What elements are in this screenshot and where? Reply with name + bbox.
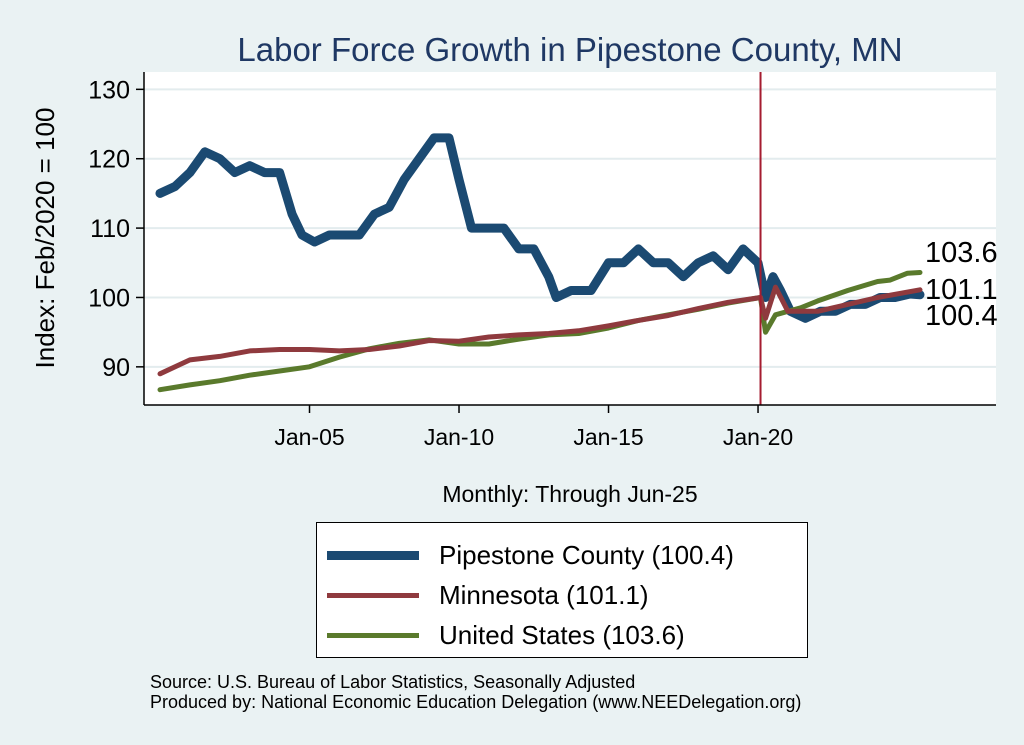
x-tick-label: Jan-15 [573,424,643,450]
legend-swatch-pipestone [327,550,419,560]
end-label: 100.4 [925,300,998,332]
y-tick-label: 110 [90,215,130,243]
x-tick-label: Jan-20 [723,424,793,450]
y-axis-ticks: 90 100 110 120 130 [88,76,144,382]
producer-line: Produced by: National Economic Education… [150,692,802,712]
legend-swatch-minnesota [327,592,419,598]
source-line: Source: U.S. Bureau of Labor Statistics,… [150,672,636,692]
y-axis-label: Index: Feb/2020 = 100 [30,108,60,369]
x-axis-ticks: Jan-05 Jan-10 Jan-15 Jan-20 [274,405,793,450]
series-layer [155,72,925,405]
plot-area [144,72,996,405]
end-label: 103.6 [925,237,998,269]
series-line-minnesota [157,284,923,377]
chart-title: Labor Force Growth in Pipestone County, … [237,31,902,68]
y-tick-label: 100 [88,284,130,312]
x-tick-label: Jan-10 [424,424,494,450]
end-label: 101.1 [925,274,998,306]
legend-item-united-states: United States (103.6) [327,615,685,655]
legend-label-pipestone: Pipestone County (100.4) [439,539,734,570]
legend-label-united-states: United States (103.6) [439,619,685,650]
y-tick-label: 130 [88,76,130,104]
grid-lines [144,88,996,368]
legend-item-pipestone: Pipestone County (100.4) [327,535,734,575]
x-axis-label: Monthly: Through Jun-25 [442,481,697,507]
y-tick-label: 90 [102,354,130,382]
legend-item-minnesota: Minnesota (101.1) [327,575,649,615]
legend-swatch-united-states [327,632,419,638]
x-tick-label: Jan-05 [274,424,344,450]
y-tick-label: 120 [88,146,130,174]
legend-label-minnesota: Minnesota (101.1) [439,579,649,610]
axes [143,72,996,406]
legend: Pipestone County (100.4) Minnesota (101.… [316,522,808,658]
source-note: Source: U.S. Bureau of Labor Statistics,… [150,672,801,712]
